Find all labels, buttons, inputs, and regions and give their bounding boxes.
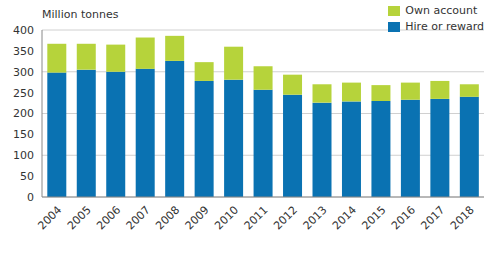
svg-text:2005: 2005 <box>65 203 94 232</box>
svg-text:250: 250 <box>13 87 34 100</box>
svg-text:350: 350 <box>13 45 34 58</box>
svg-text:2011: 2011 <box>242 203 271 232</box>
svg-text:2017: 2017 <box>418 203 447 232</box>
svg-text:2013: 2013 <box>301 203 330 232</box>
svg-text:0: 0 <box>27 191 34 204</box>
svg-text:2014: 2014 <box>330 203 359 232</box>
svg-text:2008: 2008 <box>153 203 182 232</box>
svg-text:400: 400 <box>13 24 34 37</box>
html-text:Hire or reward: Hire or reward <box>405 20 484 33</box>
svg-text:50: 50 <box>20 170 34 183</box>
svg-text:2012: 2012 <box>271 203 300 232</box>
svg-text:2015: 2015 <box>360 203 389 232</box>
svg-text:2010: 2010 <box>212 203 241 232</box>
svg-text:2007: 2007 <box>124 203 153 232</box>
svg-text:2018: 2018 <box>448 203 477 232</box>
svg-text:200: 200 <box>13 107 34 120</box>
svg-text:100: 100 <box>13 149 34 162</box>
svg-text:2006: 2006 <box>94 203 123 232</box>
svg-text:2016: 2016 <box>389 203 418 232</box>
svg-text:2004: 2004 <box>35 203 64 232</box>
svg-text:2009: 2009 <box>183 203 212 232</box>
html-text:Own account: Own account <box>405 4 478 17</box>
html-text:Million tonnes: Million tonnes <box>42 8 119 21</box>
svg-text:300: 300 <box>13 66 34 79</box>
svg-text:150: 150 <box>13 128 34 141</box>
